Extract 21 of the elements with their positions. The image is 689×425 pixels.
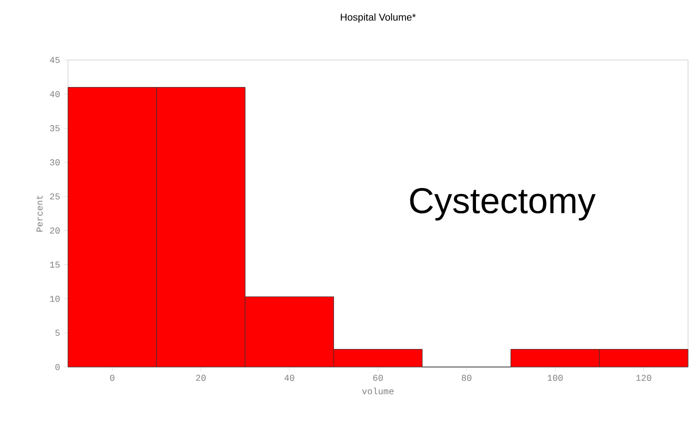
y-tick-label: 40	[50, 91, 60, 98]
chart-title: Hospital Volume*	[340, 13, 416, 23]
y-tick-label: 15	[50, 262, 60, 268]
y-axis-title: Percent	[36, 196, 43, 232]
y-tick-label: 0	[55, 364, 60, 370]
annotation: Cystectomy	[410, 188, 596, 221]
y-tick-label: 45	[50, 57, 60, 64]
y-tick-label: 25	[50, 193, 60, 200]
x-tick-label: 20	[196, 374, 206, 381]
x-tick-label: 80	[462, 374, 472, 381]
y-tick-label: 20	[50, 228, 60, 234]
x-axis-title: volume	[362, 388, 394, 394]
x-tick-label: 40	[284, 374, 294, 381]
y-tick-label: 30	[50, 159, 60, 166]
x-tick-label: 120	[636, 374, 652, 381]
x-tick-label: 0	[110, 374, 114, 381]
x-tick-label: 100	[548, 374, 563, 381]
y-tick-label: 35	[50, 125, 60, 132]
x-tick-label: 60	[373, 374, 383, 381]
y-tick-label: 5	[55, 330, 60, 336]
y-tick-label: 10	[50, 296, 60, 302]
